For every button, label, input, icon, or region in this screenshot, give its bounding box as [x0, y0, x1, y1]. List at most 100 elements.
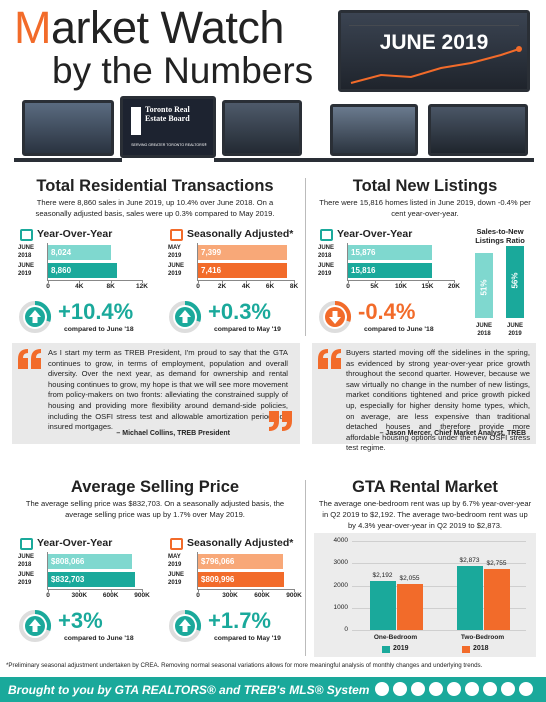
gauge-arrow: [179, 310, 191, 323]
bar: [348, 245, 433, 260]
tick-mark: [374, 280, 376, 283]
value-label: $2,055: [399, 575, 420, 583]
chart-icon: [20, 229, 33, 241]
chart-title: Year-Over-Year: [37, 537, 113, 549]
monitor: [222, 100, 302, 156]
page-subtitle: by the Numbers: [52, 50, 314, 91]
axis-line: [197, 243, 198, 281]
tick-mark: [427, 280, 429, 283]
chart-icon: [20, 538, 33, 550]
axis-line: [347, 243, 348, 281]
quote-box: Buyers started moving off the sidelines …: [312, 343, 536, 452]
axis-line: [47, 552, 48, 590]
tick-mark: [79, 280, 81, 283]
change-gauge: [19, 610, 51, 642]
bar: [456, 566, 483, 630]
value-label: 56%: [510, 272, 520, 289]
logo-screen: Toronto Real Estate Board SERVING GREATE…: [120, 96, 216, 158]
category-label: JUNE 2018: [18, 245, 35, 259]
value-label: $809,996: [201, 575, 235, 584]
value-label: $2,755: [486, 559, 507, 567]
change-value: -0.4%: [358, 299, 416, 324]
x-tick-label: 6K: [265, 283, 275, 290]
category-label: JUNE 2019: [318, 263, 335, 277]
tick-mark: [270, 280, 271, 283]
section-title: GTA Rental Market: [352, 478, 498, 496]
change-gauge: [169, 301, 201, 333]
bar: [475, 252, 493, 318]
date-screen: JUNE 2019: [338, 10, 530, 92]
axis-line: [197, 552, 198, 590]
tick-mark: [348, 280, 349, 283]
bar: [48, 572, 135, 587]
x-tick-label: 0: [46, 283, 50, 290]
tick-mark: [401, 280, 402, 283]
category-label: JUNE 2019: [18, 572, 35, 586]
section-title: Average Selling Price: [70, 478, 240, 496]
quote-author: – Jason Mercer, Chief Market Analyst, TR…: [379, 430, 526, 437]
x-tick-label: 900K: [134, 592, 150, 599]
divider: [305, 178, 306, 336]
grid-line: [352, 607, 526, 609]
section-text: There were 15,816 homes listed in June 2…: [319, 198, 531, 218]
gauge-arrow: [179, 619, 191, 632]
x-tick-label: 4K: [241, 283, 251, 290]
page-title: Market Watch: [14, 2, 284, 53]
section-title: Total Residential Transactions: [36, 177, 274, 195]
chart-title: Sales-to-New Listings Ratio: [475, 227, 525, 245]
quote-text: Buyers started moving off the sidelines …: [346, 348, 530, 453]
value-label: 8,860: [51, 266, 72, 275]
y-tick-label: 1000: [333, 603, 348, 611]
tick-mark: [142, 280, 143, 283]
x-tick-label: One-Bedroom: [373, 634, 418, 641]
tick-mark: [294, 280, 295, 283]
bar: [198, 554, 283, 569]
x-tick-label: 10K: [395, 283, 407, 290]
tick-mark: [222, 280, 223, 283]
quote-glyph: [318, 349, 328, 369]
category-label: JUNE 2019: [506, 323, 523, 337]
legend-label: 2018: [473, 645, 489, 652]
social-icons: [375, 682, 533, 696]
change-value: +1.7%: [208, 608, 271, 633]
value-label: $832,703: [51, 575, 85, 584]
x-tick-label: 8K: [289, 283, 299, 290]
x-tick-label: 0: [346, 283, 350, 290]
x-tick-label: 0: [196, 592, 200, 599]
axis-line: [48, 280, 142, 281]
y-tick-label: 4000: [333, 537, 348, 544]
tick-mark: [262, 589, 263, 592]
legend-swatch: [462, 646, 470, 653]
tick-mark: [246, 280, 247, 283]
value-label: 51%: [479, 279, 489, 296]
change-note: compared to May '19: [214, 635, 281, 642]
tick-mark: [142, 589, 143, 592]
quote-glyph: [18, 349, 28, 369]
x-tick-label: 0: [46, 592, 50, 599]
value-label: 7,399: [201, 248, 222, 257]
bar: [348, 263, 432, 278]
category-label: JUNE 2018: [318, 245, 335, 259]
change-value: +10.4%: [58, 299, 134, 324]
chart-icon: [170, 229, 183, 241]
chart-title: Seasonally Adjusted*: [187, 228, 294, 240]
value-label: $2,192: [372, 572, 393, 580]
footer-bar: Brought to you by GTA REALTORS® and TREB…: [0, 677, 546, 702]
category-label: JUNE 2019: [18, 263, 35, 277]
value-label: $2,873: [459, 557, 480, 565]
category-label: JUNE 2018: [18, 554, 35, 568]
bar: [396, 584, 423, 630]
decor-line: [349, 25, 522, 84]
x-tick-label: 900K: [286, 592, 302, 599]
change-gauge: [319, 301, 351, 333]
x-tick-label: 300K: [71, 592, 88, 599]
quote-glyph: [282, 411, 292, 431]
legend-swatch: [382, 646, 390, 653]
value-label: 7,416: [201, 266, 222, 275]
grid-line: [352, 541, 526, 542]
chart-icon: [170, 538, 183, 550]
change-note: compared to June '18: [64, 635, 134, 642]
bar: [369, 581, 396, 630]
y-tick-label: 2000: [333, 581, 348, 589]
